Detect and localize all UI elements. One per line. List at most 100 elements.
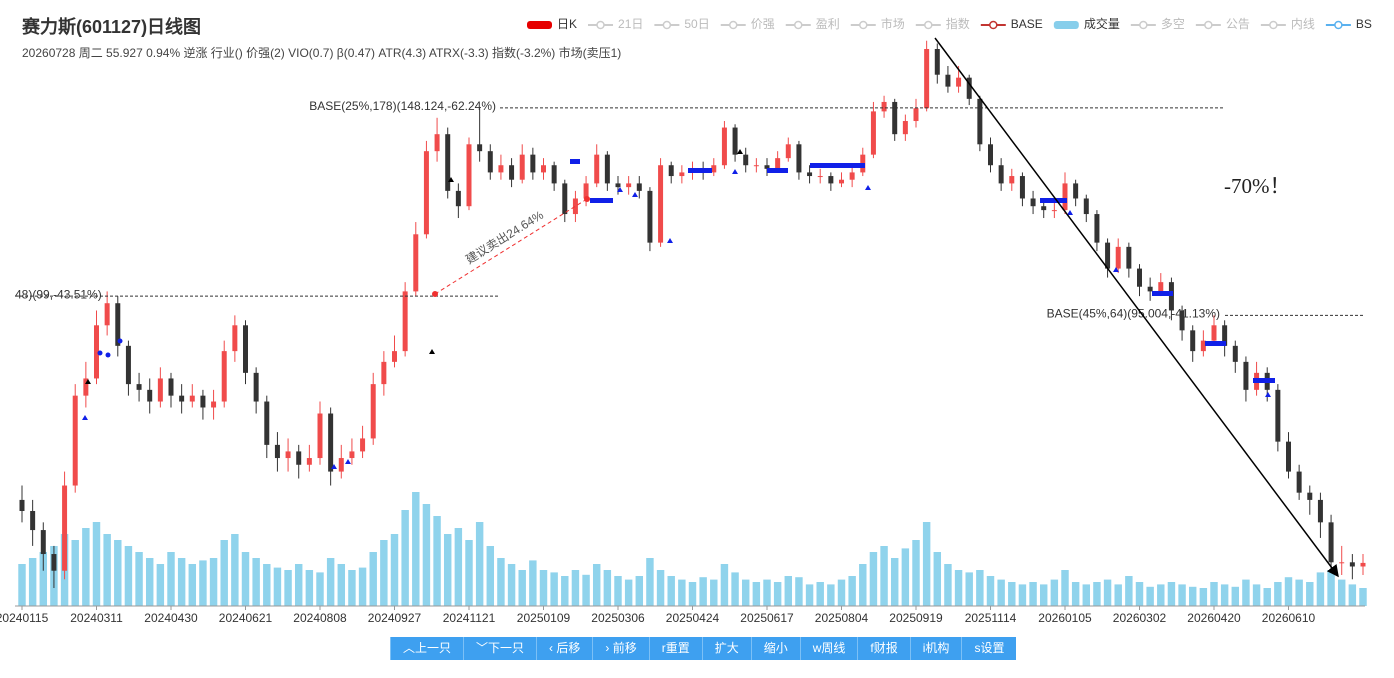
volume-bar: [667, 576, 675, 606]
candle-body: [1062, 183, 1068, 211]
volume-bar: [348, 570, 356, 606]
legend-marker[interactable]: [794, 20, 803, 30]
candle-body: [1105, 242, 1111, 269]
legend-label[interactable]: BS: [1356, 17, 1372, 31]
legend-marker[interactable]: [1204, 20, 1213, 30]
legend-label[interactable]: 50日: [684, 17, 709, 31]
volume-bar: [475, 522, 484, 606]
toolbar-button[interactable]: 扩大: [701, 637, 751, 660]
candle-body: [658, 165, 664, 243]
legend-marker[interactable]: [924, 20, 933, 30]
candle-body: [51, 554, 57, 571]
candle-body: [1137, 268, 1142, 287]
legend-marker[interactable]: [728, 20, 738, 30]
legend-label[interactable]: 日K: [557, 17, 577, 31]
legend-marker[interactable]: [1269, 20, 1278, 30]
sell-point: [432, 291, 438, 297]
volume-bar: [901, 548, 910, 606]
volume-bar: [114, 540, 122, 606]
candle-body: [583, 183, 589, 199]
base-label: BASE(45%,64)(95.004,-41.13%): [1047, 307, 1220, 321]
volume-bar: [156, 564, 165, 606]
legend-marker[interactable]: [859, 20, 868, 30]
volume-bar: [358, 567, 367, 606]
volume-bar: [18, 564, 26, 606]
candle-body: [764, 165, 770, 169]
volume-bar: [1093, 582, 1101, 606]
candle-body: [1073, 183, 1079, 199]
candle-body: [892, 101, 898, 135]
bs-bar: [1205, 341, 1226, 346]
volume-bar: [561, 576, 569, 606]
volume-bar: [795, 577, 803, 606]
volume-bar: [82, 528, 90, 606]
candle-body: [466, 144, 472, 207]
candle-body: [1051, 210, 1057, 212]
candle-body: [1083, 198, 1089, 215]
legend-marker[interactable]: [662, 20, 672, 30]
toolbar-button[interactable]: f财报: [857, 637, 910, 660]
candle-body: [945, 74, 951, 87]
volume-bar: [741, 579, 750, 606]
toolbar-button[interactable]: s设置: [961, 637, 1017, 660]
legend-label[interactable]: 公告: [1226, 17, 1250, 31]
legend-marker[interactable]: [989, 20, 998, 30]
legend-label[interactable]: 盈利: [816, 17, 840, 31]
legend-marker[interactable]: [596, 20, 605, 30]
toolbar-button[interactable]: i机构: [909, 637, 962, 660]
toolbar-button[interactable]: 缩小: [750, 637, 800, 660]
legend-label[interactable]: 21日: [618, 17, 643, 31]
candle-body: [243, 325, 248, 373]
sell-note: 建议卖出24.64%: [463, 208, 546, 267]
toolbar-button[interactable]: › 前移: [592, 637, 649, 660]
volume-bar: [784, 576, 793, 606]
legend-label[interactable]: BASE: [1011, 17, 1043, 31]
candle-body: [189, 395, 195, 402]
candle-body: [679, 172, 685, 177]
candle-body: [636, 183, 642, 191]
toolbar-button[interactable]: ‹ 后移: [536, 637, 593, 660]
legend-label[interactable]: 市场: [881, 16, 905, 31]
legend-marker[interactable]: [1334, 20, 1343, 30]
legend-marker[interactable]: [527, 21, 552, 29]
toolbar-button[interactable]: r重置: [648, 637, 702, 660]
legend-label[interactable]: 多空: [1161, 17, 1185, 31]
candle-body: [168, 378, 174, 396]
candle-body: [839, 179, 844, 184]
toolbar: ︿上一只 ﹀下一只 ‹ 后移 › 前移 r重置 扩大 缩小 w周线 f财报 i机构 s设置: [390, 637, 1017, 660]
legend-label[interactable]: 指数: [946, 16, 970, 31]
volume-bar: [859, 564, 867, 606]
volume-bar: [869, 552, 878, 606]
candle-body: [157, 378, 163, 402]
candle-body: [1190, 330, 1196, 352]
candle-body: [211, 401, 217, 408]
sell-point: [584, 196, 590, 202]
candle-body: [1115, 246, 1121, 269]
toolbar-button[interactable]: ︿上一只: [390, 637, 464, 660]
volume-bar: [827, 584, 835, 606]
legend-marker[interactable]: [1139, 20, 1148, 30]
bs-bar: [688, 168, 712, 173]
volume-bar: [582, 574, 590, 606]
drop-note: -70%！: [1224, 174, 1291, 198]
candle-body: [721, 127, 727, 166]
toolbar-button[interactable]: ﹀下一只: [463, 637, 537, 660]
volume-bar: [1316, 572, 1325, 606]
volume-bar: [507, 564, 516, 606]
toolbar-button[interactable]: w周线: [799, 637, 858, 660]
volume-bar: [699, 577, 707, 606]
candle-body: [115, 303, 121, 346]
legend-label[interactable]: 成交量: [1084, 16, 1120, 31]
candle-body: [72, 395, 78, 486]
bs-dot: [97, 350, 103, 356]
candle-body: [285, 451, 291, 459]
legend-label[interactable]: 价强: [751, 17, 775, 31]
candle-body: [626, 183, 632, 188]
legend-label[interactable]: 内线: [1291, 17, 1315, 31]
candle-body: [264, 401, 270, 445]
chart: 赛力斯(601127)日线图 20260728 周二 55.927 0.94% …: [0, 16, 1372, 625]
plot-area: 20240115 20240311 20240430 20240621 20240808…: [0, 40, 1367, 625]
candle-body: [434, 134, 440, 152]
candle-body: [40, 530, 46, 555]
legend-marker[interactable]: [1053, 21, 1079, 29]
